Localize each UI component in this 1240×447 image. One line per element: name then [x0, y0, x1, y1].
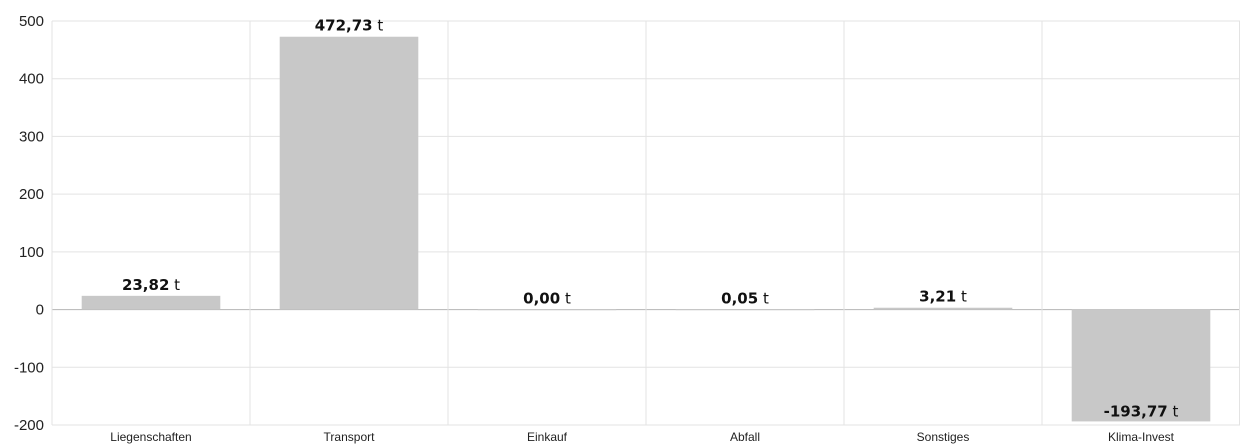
data-label: 0,05 t — [721, 290, 769, 308]
y-tick-label: 400 — [19, 71, 44, 88]
x-axis-categories: Liegenschaften Transport Einkauf Abfall Sons… — [110, 430, 1174, 444]
bar-einkauf — [477, 309, 617, 311]
y-tick-label: 300 — [19, 128, 44, 145]
bar-klima-invest — [1071, 309, 1211, 422]
y-tick-label: 500 — [19, 13, 44, 30]
x-category-label: Liegenschaften — [110, 430, 191, 444]
bars — [81, 36, 1211, 422]
y-axis-ticks: 500 400 300 200 100 0 -100 -200 — [14, 13, 44, 434]
data-label: 23,82 t — [122, 276, 180, 294]
value-labels: 23,82 t 472,73 t 0,00 t 0,05 t 3,21 t -193,77… — [122, 17, 1179, 421]
data-label: -193,77 t — [1104, 402, 1179, 420]
y-tick-label: 100 — [19, 244, 44, 261]
x-category-label: Abfall — [730, 430, 760, 444]
data-label: 3,21 t — [919, 288, 967, 306]
y-tick-label: 0 — [36, 302, 44, 319]
x-category-label: Einkauf — [527, 430, 568, 444]
data-label: 472,73 t — [315, 17, 384, 35]
bar-transport — [279, 36, 419, 310]
grid — [51, 20, 1240, 426]
bar-abfall — [675, 309, 815, 311]
x-category-label: Klima-Invest — [1108, 430, 1175, 444]
x-category-label: Sonstiges — [917, 430, 970, 444]
data-label: 0,00 t — [523, 290, 571, 308]
y-tick-label: 200 — [19, 186, 44, 203]
bar-sonstiges — [873, 307, 1013, 310]
y-tick-label: -100 — [14, 359, 44, 376]
bar-liegenschaften — [81, 295, 221, 310]
y-tick-label: -200 — [14, 417, 44, 434]
x-category-label: Transport — [324, 430, 376, 444]
